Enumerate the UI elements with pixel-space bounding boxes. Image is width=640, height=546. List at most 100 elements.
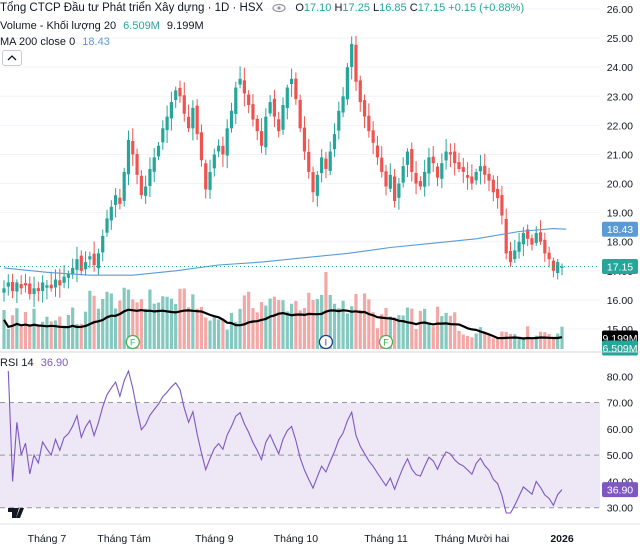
volume-bar	[268, 298, 272, 349]
volume-bar	[517, 337, 521, 349]
ma-title[interactable]: MA 200 close 0	[0, 36, 76, 48]
volume-bar	[36, 325, 40, 349]
volume-bar	[126, 289, 131, 349]
volume-bar	[457, 330, 461, 349]
candle-body	[410, 149, 414, 172]
candle-body	[118, 197, 122, 204]
candle-body	[281, 105, 285, 130]
ma-price-badge: 18.43	[607, 224, 633, 236]
price-tick-label: 18.00	[607, 237, 633, 249]
volume-bar	[534, 335, 538, 349]
time-tick-label: Tháng 10	[274, 533, 319, 545]
candle-body	[75, 259, 79, 270]
volume-bar	[238, 308, 242, 349]
event-marker	[378, 334, 394, 350]
close-label: C	[409, 2, 418, 14]
symbol-title[interactable]: Tổng CTCP Đầu tư Phát triển Xây dựng · 1…	[0, 2, 264, 14]
volume-bar	[538, 331, 543, 349]
volume-bar	[332, 303, 337, 349]
volume-bar	[405, 307, 410, 349]
candle-body	[465, 175, 470, 178]
candle-body	[543, 239, 547, 254]
volume-bar	[174, 303, 178, 349]
candle-body	[105, 218, 109, 233]
volume-bar	[255, 312, 259, 349]
volume-bar	[165, 296, 169, 349]
candle-body	[311, 172, 315, 193]
volume-bar	[88, 290, 92, 349]
volume-bar	[122, 287, 126, 349]
candle-body	[66, 273, 70, 278]
candle-body	[440, 163, 444, 179]
candle-body	[423, 171, 427, 187]
candle-body	[272, 98, 277, 117]
candle-body	[491, 179, 495, 193]
volume-bar	[289, 303, 294, 349]
candle-body	[500, 195, 504, 216]
volume-bar	[285, 311, 289, 349]
close-value: 17.15	[417, 2, 446, 14]
candle-body	[332, 134, 337, 150]
volume-bar	[234, 322, 238, 349]
volume-bar	[251, 308, 255, 349]
candle-body	[496, 188, 500, 199]
candle-body	[457, 162, 461, 169]
volume-bar	[358, 309, 362, 349]
candle-body	[315, 174, 319, 196]
change-value: +0.15 (+0.88%)	[448, 2, 525, 14]
collapse-legend-button[interactable]	[2, 50, 22, 66]
volume-bar	[307, 292, 311, 349]
price-tick-label: 20.00	[607, 179, 633, 191]
volume-bar	[32, 308, 36, 349]
volume-bar	[114, 308, 118, 349]
volume-bar	[217, 319, 221, 349]
high-value: 17.25	[342, 2, 370, 14]
candle-body	[122, 171, 126, 201]
candle-body	[504, 218, 508, 254]
volume-bar	[397, 315, 401, 349]
candle-body	[345, 67, 349, 100]
candle-body	[264, 116, 268, 148]
candle-body	[71, 267, 75, 275]
price-tick-label: 26.00	[607, 4, 633, 16]
candle-body	[350, 43, 354, 67]
volume-bar	[101, 298, 105, 349]
candle-body	[354, 44, 358, 82]
rsi-title[interactable]: RSI 14	[0, 357, 34, 369]
eye-icon[interactable]	[272, 3, 286, 13]
candle-body	[401, 166, 405, 183]
volume-bar	[461, 334, 465, 349]
time-tick-label: 2026	[550, 533, 574, 545]
volume-bar	[156, 302, 161, 349]
candle-body	[478, 166, 483, 172]
volume-bar	[105, 291, 109, 349]
volume-bar	[6, 328, 10, 349]
candle-body	[393, 176, 397, 201]
volume-legend: Volume - Khối lượng 20 6.509M 9.199M	[0, 20, 204, 32]
last-price-badge: 17.15	[607, 261, 633, 273]
price-tick-label: 22.00	[607, 120, 633, 132]
event-marker-label: F	[383, 338, 389, 348]
candle-body	[538, 232, 543, 242]
volume-bar	[393, 317, 397, 349]
candle-body	[324, 158, 328, 169]
candle-body	[204, 163, 208, 190]
candle-body	[448, 152, 452, 155]
price-tick-label: 19.00	[607, 208, 633, 220]
volume-bar	[2, 310, 6, 349]
candle-body	[375, 145, 380, 158]
candle-body	[32, 288, 36, 295]
volume-bar	[178, 288, 182, 349]
volume-title[interactable]: Volume - Khối lượng 20	[0, 20, 117, 32]
candle-body	[212, 154, 216, 169]
volume-bar	[410, 308, 414, 349]
volume-bar	[66, 314, 70, 349]
ma-legend: MA 200 close 0 18.43	[0, 36, 110, 48]
volume-bar	[547, 334, 551, 349]
volume-bar	[191, 294, 195, 349]
volume-bar	[470, 337, 474, 349]
candle-body	[487, 173, 491, 181]
volume-bar	[277, 299, 281, 349]
volume-bar	[23, 312, 28, 349]
